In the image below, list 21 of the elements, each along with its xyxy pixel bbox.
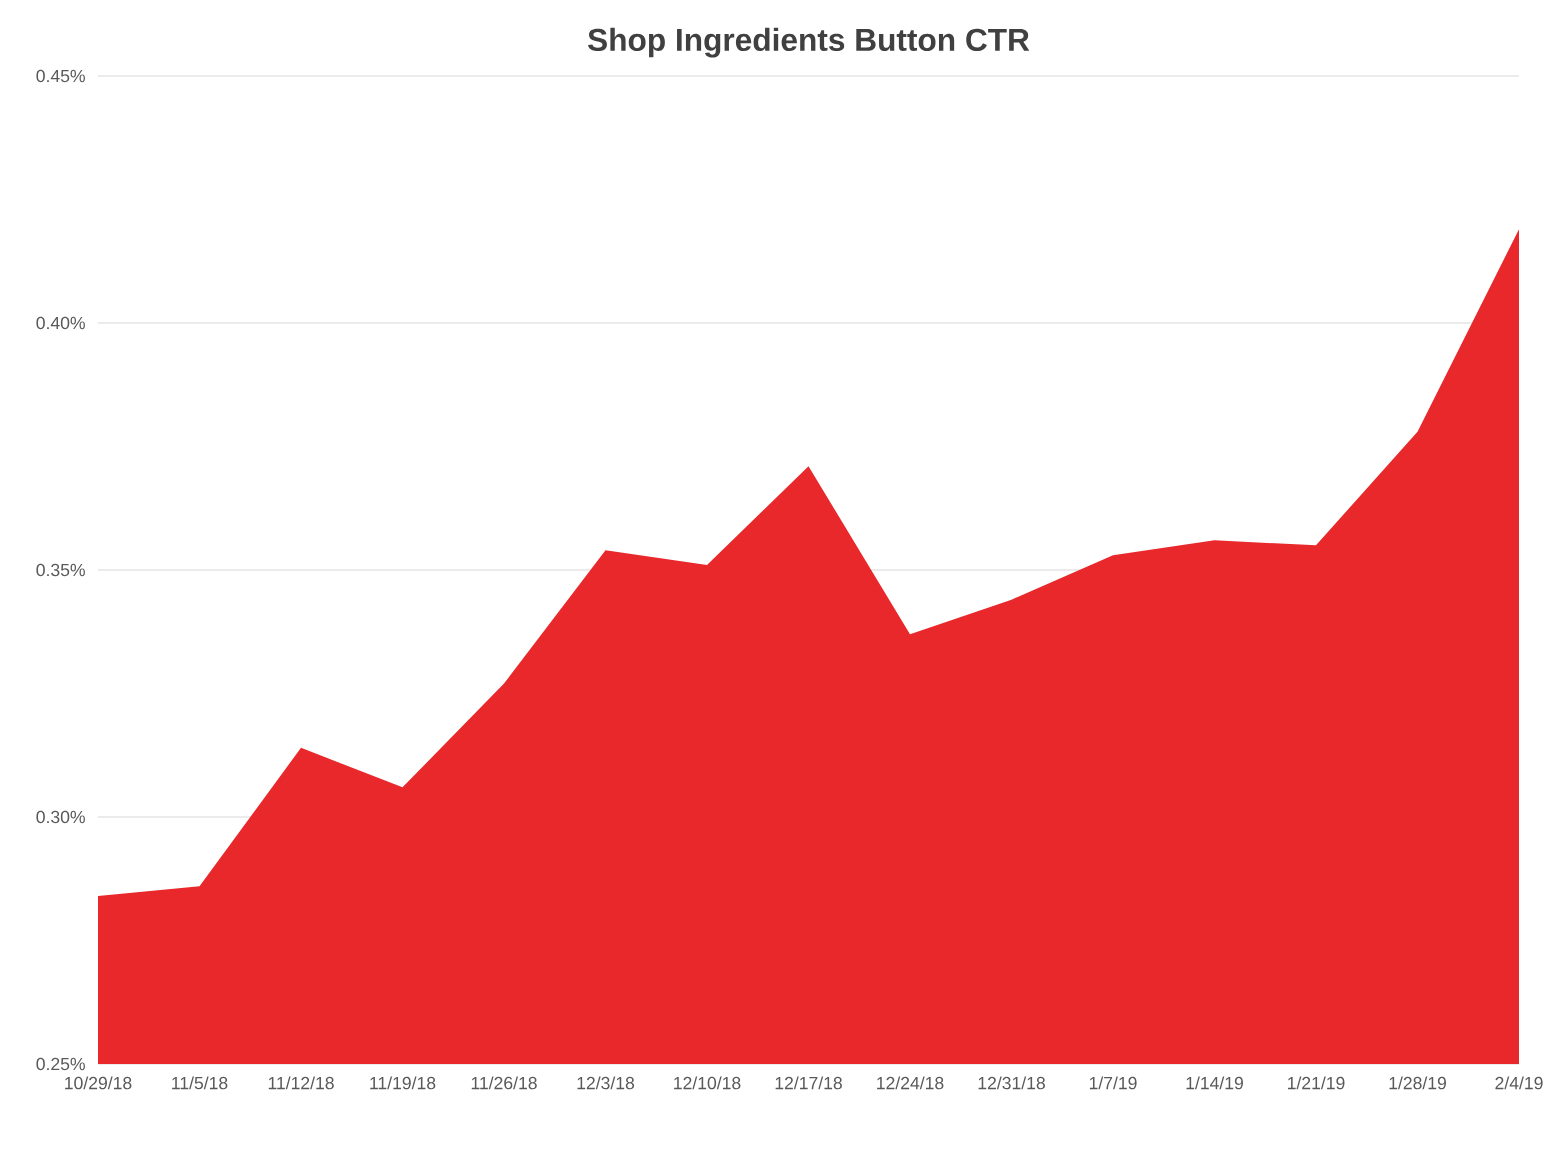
x-tick-label: 12/17/18 [775,1076,842,1090]
y-tick-label: 0.25% [36,1057,85,1071]
x-tick-label: 11/19/18 [370,1076,436,1090]
x-tick-label: 12/31/18 [978,1076,1045,1090]
x-tick-label: 10/29/18 [65,1076,132,1090]
x-tick-label: 1/7/19 [1089,1076,1137,1090]
y-tick-label: 0.40% [36,316,85,330]
chart-title: Shop Ingredients Button CTR [588,27,1030,58]
x-tick-label: 1/28/19 [1389,1076,1446,1090]
x-tick-label: 11/26/18 [471,1076,537,1090]
x-tick-label: 1/14/19 [1186,1076,1243,1090]
y-tick-label: 0.30% [36,810,85,824]
x-tick-label: 2/4/19 [1495,1076,1543,1090]
x-tick-label: 12/24/18 [877,1076,944,1090]
x-tick-label: 12/10/18 [674,1076,741,1090]
x-tick-label: 11/12/18 [268,1076,334,1090]
y-tick-label: 0.35% [36,563,85,577]
x-tick-label: 1/21/19 [1288,1076,1345,1090]
y-tick-label: 0.45% [36,69,85,83]
x-tick-label: 12/3/18 [577,1076,635,1090]
x-tick-label: 11/5/18 [172,1076,228,1090]
